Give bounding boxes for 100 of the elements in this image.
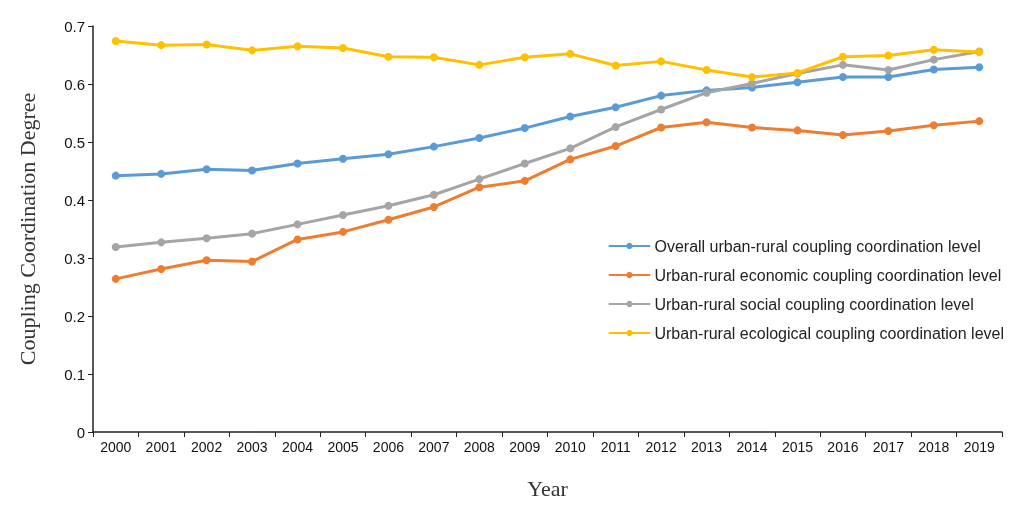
point: [384, 201, 393, 210]
x-tick-label: 2000: [100, 439, 132, 455]
point: [838, 73, 847, 82]
x-tick-label: 2009: [509, 439, 541, 455]
y-tick-label: 0.1: [64, 365, 85, 383]
point: [793, 78, 802, 87]
point: [111, 171, 120, 180]
point: [611, 103, 620, 112]
point: [475, 175, 484, 184]
y-axis-title: Coupling Coordination Degree: [14, 92, 40, 366]
point: [657, 123, 666, 132]
point: [702, 118, 711, 127]
legend-label: Urban-rural ecological coupling coordination level: [654, 324, 1004, 342]
y-tick-label: 0.7: [64, 17, 85, 35]
point: [338, 154, 347, 163]
y-tick-label: 0.5: [64, 133, 85, 151]
legend-label: Urban-rural social coupling coordination level: [654, 295, 974, 313]
point: [929, 121, 938, 130]
point: [429, 53, 438, 62]
point: [884, 51, 893, 60]
y-tick-label: 0: [76, 423, 85, 441]
point: [157, 238, 166, 247]
point: [702, 66, 711, 75]
point: [248, 166, 257, 175]
point: [520, 124, 529, 133]
point: [157, 169, 166, 178]
x-tick-label: 2014: [736, 439, 768, 455]
x-tick-label: 2005: [327, 439, 359, 455]
point: [157, 265, 166, 274]
point: [475, 183, 484, 192]
point: [248, 229, 257, 238]
point: [338, 211, 347, 220]
x-tick-label: 2012: [645, 439, 677, 455]
x-tick-label: 2004: [281, 439, 314, 455]
x-tick-label: 2011: [600, 439, 631, 455]
point: [929, 65, 938, 74]
point: [384, 52, 393, 61]
y-tick-label: 0.4: [64, 191, 85, 209]
point: [202, 256, 211, 265]
x-tick-label: 2018: [918, 439, 950, 455]
point: [293, 220, 302, 229]
point: [975, 117, 984, 126]
point: [293, 235, 302, 244]
point: [611, 122, 620, 131]
x-tick-label: 2017: [872, 439, 905, 455]
point: [429, 190, 438, 199]
point: [566, 49, 575, 58]
point: [475, 60, 484, 69]
x-tick-label: 2019: [963, 439, 996, 455]
point: [293, 159, 302, 168]
point: [793, 126, 802, 135]
point: [657, 105, 666, 114]
point: [202, 165, 211, 174]
y-tick-label: 0.2: [64, 307, 85, 325]
point: [520, 53, 529, 62]
point: [838, 60, 847, 69]
x-tick-label: 2016: [827, 439, 859, 455]
y-tick-label: 0.3: [64, 249, 85, 267]
point: [157, 41, 166, 50]
x-axis-title: Year: [527, 475, 569, 501]
legend-label: Overall urban-rural coupling coordination level: [654, 237, 981, 255]
point: [566, 155, 575, 164]
point: [475, 133, 484, 142]
point: [566, 144, 575, 153]
x-tick-label: 2002: [191, 439, 223, 455]
point: [202, 234, 211, 243]
point: [111, 37, 120, 46]
point: [611, 142, 620, 151]
point: [748, 123, 757, 132]
point: [429, 142, 438, 151]
point: [838, 131, 847, 140]
point: [838, 52, 847, 61]
x-tick-label: 2006: [372, 439, 405, 455]
x-tick-label: 2015: [781, 439, 814, 455]
point: [293, 42, 302, 51]
point: [384, 215, 393, 224]
x-tick-label: 2010: [554, 439, 587, 455]
point: [338, 44, 347, 53]
point: [566, 112, 575, 121]
point: [338, 227, 347, 236]
x-tick-label: 2003: [236, 439, 268, 455]
point: [520, 176, 529, 185]
point: [111, 242, 120, 251]
point: [884, 66, 893, 75]
point: [384, 150, 393, 159]
point: [111, 274, 120, 283]
point: [248, 46, 257, 55]
point: [657, 91, 666, 100]
legend-label: Urban-rural economic coupling coordination level: [654, 266, 1002, 284]
point: [520, 159, 529, 168]
point: [202, 40, 211, 49]
point: [884, 126, 893, 135]
point: [611, 61, 620, 70]
y-tick-label: 0.6: [64, 75, 85, 93]
point: [248, 257, 257, 266]
point: [429, 202, 438, 211]
point: [929, 45, 938, 54]
x-tick-label: 2007: [418, 439, 450, 455]
point: [657, 57, 666, 66]
point: [884, 73, 893, 82]
